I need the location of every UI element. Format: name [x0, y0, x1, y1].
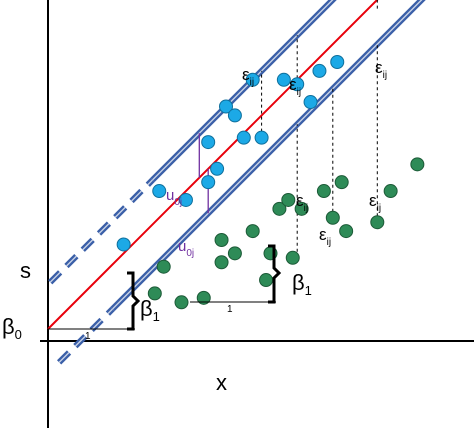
svg-text:u0j: u0j	[166, 187, 182, 208]
lower-group-point	[410, 157, 425, 172]
lower-group-point	[285, 250, 300, 265]
lower-group-point	[281, 192, 296, 207]
lower-group-point	[334, 175, 349, 190]
svg-text:εij: εij	[289, 75, 301, 98]
residual-symbol: ε	[296, 191, 304, 210]
upper-group-point	[201, 175, 216, 190]
svg-text:β0: β0	[2, 314, 22, 342]
lower-group-point	[156, 259, 171, 274]
lower-group-point	[245, 224, 260, 239]
lower-group-point	[174, 295, 189, 310]
random-effect-label-upper: u0j	[166, 187, 182, 208]
upper-group-line-dashed-start-highlight	[49, 179, 154, 283]
y-axis-label: s	[20, 258, 31, 283]
upper-group-point	[201, 135, 216, 150]
data-points	[116, 55, 425, 310]
u-subscript: 0j	[186, 248, 194, 259]
residual-subscript: ij	[383, 70, 387, 81]
lower-group-point	[147, 286, 162, 301]
upper-group-point	[330, 55, 345, 69]
upper-group-point	[219, 99, 233, 114]
lower-group-point	[370, 215, 385, 230]
residual-labels: εij εij εij εij εij εij	[242, 58, 387, 248]
upper-group-point	[254, 130, 269, 145]
population-regression-line	[47, 0, 379, 330]
upper-group-line-solid-highlight	[152, 0, 334, 181]
group-slope-brace	[268, 244, 282, 304]
lower-group-point	[227, 246, 242, 261]
random-effect-label-lower: u0j	[178, 238, 194, 259]
u-symbol: u	[166, 187, 174, 204]
lower-group-point	[214, 233, 229, 247]
svg-text:εij: εij	[296, 191, 308, 214]
residual-subscript: ij	[304, 203, 308, 214]
upper-group-point	[116, 237, 131, 252]
lower-group-point	[316, 184, 331, 199]
lower-group-point	[294, 201, 309, 216]
upper-group-point	[236, 130, 251, 145]
lower-group-point	[383, 184, 398, 199]
upper-group-point	[227, 108, 242, 123]
regression-lines	[47, 0, 426, 365]
svg-text:εij: εij	[375, 58, 387, 81]
svg-text:εij: εij	[242, 65, 254, 88]
upper-group-point	[276, 72, 291, 87]
upper-group-point	[312, 63, 327, 78]
upper-group-line-solid	[150, 0, 337, 183]
lower-group-line-solid-highlight	[112, 0, 423, 310]
residual-symbol: ε	[369, 191, 377, 210]
residual-subscript: ij	[297, 87, 301, 98]
residual-subscript: ij	[250, 77, 254, 88]
upper-group-point	[210, 161, 225, 176]
upper-group-point	[290, 77, 305, 92]
svg-text:β1: β1	[140, 296, 160, 324]
group-slope-subscript: 1	[305, 283, 312, 298]
residual-symbol: ε	[319, 225, 327, 244]
annotation-guides	[198, 0, 378, 258]
u-subscript: 0j	[174, 197, 182, 208]
residual-symbol: ε	[242, 65, 250, 84]
upper-group-point	[245, 72, 260, 87]
svg-text:εij: εij	[369, 191, 381, 214]
residual-subscript: ij	[377, 203, 381, 214]
intercept-label: β0	[2, 314, 22, 342]
residual-symbol: ε	[289, 75, 297, 94]
lower-group-point	[196, 290, 211, 305]
residual-symbol: ε	[375, 58, 383, 77]
lower-group-point	[339, 224, 354, 239]
upper-group-point	[178, 192, 193, 207]
upper-group-point	[152, 184, 167, 199]
population-slope-triangle: 1 β1	[48, 271, 160, 342]
population-slope-brace	[127, 271, 141, 331]
lower-group-point	[259, 273, 274, 288]
group-slope-symbol: β	[292, 270, 305, 295]
beta0-subscript: 0	[15, 327, 22, 342]
u-symbol: u	[178, 238, 186, 255]
svg-text:εij: εij	[319, 225, 331, 248]
population-run-label: 1	[85, 331, 91, 342]
population-slope-subscript: 1	[153, 309, 160, 324]
lower-group-line-dashed-start-highlight	[58, 308, 114, 363]
lower-group-point	[325, 210, 340, 225]
x-axis-label: x	[216, 370, 227, 395]
lower-group-point	[272, 201, 287, 216]
svg-text:β1: β1	[292, 270, 312, 298]
svg-text:u0j: u0j	[178, 238, 194, 259]
residual-subscript: ij	[327, 237, 331, 248]
group-run-label: 1	[227, 304, 233, 315]
population-slope-symbol: β	[140, 296, 153, 321]
group-slope-triangle: 1 β1	[190, 244, 312, 315]
lower-group-point	[214, 255, 229, 270]
beta0-symbol: β	[2, 314, 15, 339]
upper-group-point	[303, 95, 318, 110]
